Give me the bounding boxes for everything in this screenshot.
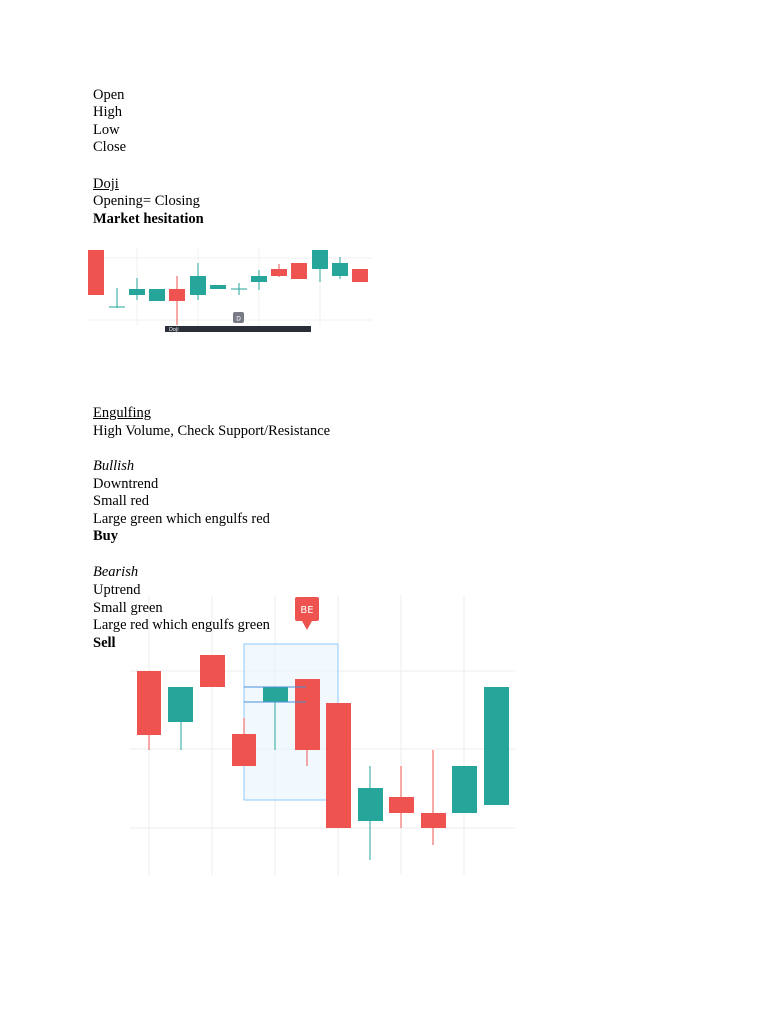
text-line: Small green [93,600,163,616]
text-line: Open [93,87,125,103]
text-line: Market hesitation [93,211,204,227]
doji-marker-box [233,312,244,323]
text-line: High [93,104,122,120]
text-line: Low [93,122,120,138]
text-line: High Volume, Check Support/Resistance [93,423,331,439]
be-marker-box [295,597,319,630]
subheading: Bearish [93,564,139,580]
candles [88,250,368,325]
text-line: Opening= Closing [93,193,200,209]
be-marker: BE [300,605,313,616]
doji-marker: D [236,316,241,323]
text-line: Sell [93,635,116,651]
text-line: Buy [93,528,118,544]
candles [137,655,509,860]
text-line: Large green which engulfs red [93,511,270,527]
text-line: Close [93,139,127,155]
highlight-box [243,643,339,801]
text-line: Large red which engulfs green [93,617,270,633]
heading: Engulfing [93,405,151,421]
doji-caption-bar [165,326,311,332]
text-line: Uptrend [93,582,141,598]
text-line: Small red [93,493,149,509]
grid [88,248,372,326]
engulfing-chart: BE [130,595,515,875]
heading: Doji [93,176,119,192]
doji-chart: D Doji [88,248,372,333]
subheading: Bullish [93,458,135,474]
text-line: Downtrend [93,476,159,492]
doji-caption: Doji [169,327,179,333]
